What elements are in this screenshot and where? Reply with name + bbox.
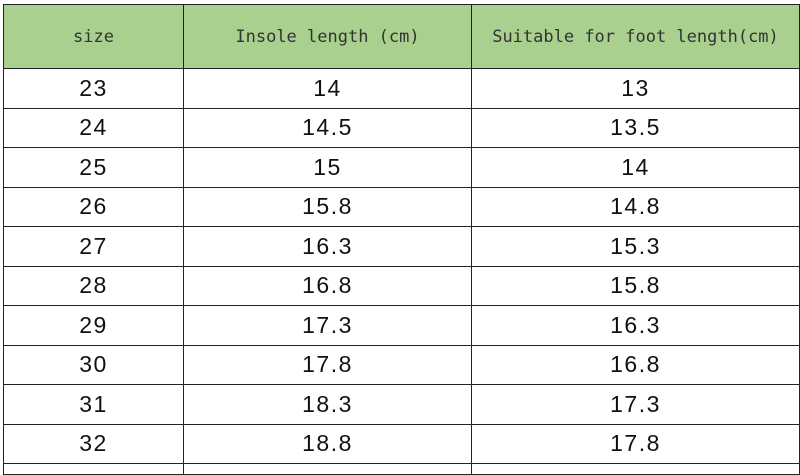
- table-row: 28 16.8 15.8: [3, 265, 800, 306]
- table-row: 32 18.8 17.8: [3, 423, 800, 464]
- table-row: 26 15.8 14.8: [3, 186, 800, 227]
- insole-length-cell: 14: [183, 68, 472, 109]
- header-row: size Insole length (cm) Suitable for foo…: [3, 4, 800, 69]
- header-size: size: [3, 4, 184, 69]
- size-cell: 27: [3, 226, 184, 267]
- size-cell: 32: [3, 423, 184, 464]
- header-foot-length: Suitable for foot length(cm): [471, 4, 800, 69]
- size-cell: 25: [3, 147, 184, 188]
- size-cell: 24: [3, 107, 184, 148]
- size-cell: 26: [3, 186, 184, 227]
- size-cell: 29: [3, 305, 184, 346]
- foot-length-cell: 16.3: [471, 305, 800, 346]
- insole-length-cell: 14.5: [183, 107, 472, 148]
- size-chart-table: size Insole length (cm) Suitable for foo…: [3, 4, 800, 475]
- size-cell: 23: [3, 68, 184, 109]
- insole-length-cell: 18.8: [183, 423, 472, 464]
- table-row: 27 16.3 15.3: [3, 226, 800, 267]
- size-cell: 30: [3, 344, 184, 385]
- table-row: 29 17.3 16.3: [3, 305, 800, 346]
- foot-length-cell: 14.8: [471, 186, 800, 227]
- table-row-partial: [3, 463, 800, 475]
- insole-length-cell: 15: [183, 147, 472, 188]
- insole-length-cell: 17.8: [183, 344, 472, 385]
- table-row: 30 17.8 16.8: [3, 344, 800, 385]
- table-row: 24 14.5 13.5: [3, 107, 800, 148]
- size-cell: 31: [3, 384, 184, 425]
- insole-length-cell: 16.8: [183, 265, 472, 306]
- foot-length-cell: 14: [471, 147, 800, 188]
- foot-length-cell: 15.3: [471, 226, 800, 267]
- foot-length-cell: 15.8: [471, 265, 800, 306]
- insole-length-cell: 17.3: [183, 305, 472, 346]
- size-cell: 28: [3, 265, 184, 306]
- table-row: 23 14 13: [3, 68, 800, 109]
- insole-length-cell: 16.3: [183, 226, 472, 267]
- insole-length-cell: 18.3: [183, 384, 472, 425]
- foot-length-cell: 17.8: [471, 423, 800, 464]
- foot-length-cell: 13: [471, 68, 800, 109]
- foot-length-cell: 17.3: [471, 384, 800, 425]
- insole-length-cell: 15.8: [183, 186, 472, 227]
- header-insole-length: Insole length (cm): [183, 4, 472, 69]
- foot-length-cell: 13.5: [471, 107, 800, 148]
- table-row: 25 15 14: [3, 147, 800, 188]
- table-row: 31 18.3 17.3: [3, 384, 800, 425]
- foot-length-cell: 16.8: [471, 344, 800, 385]
